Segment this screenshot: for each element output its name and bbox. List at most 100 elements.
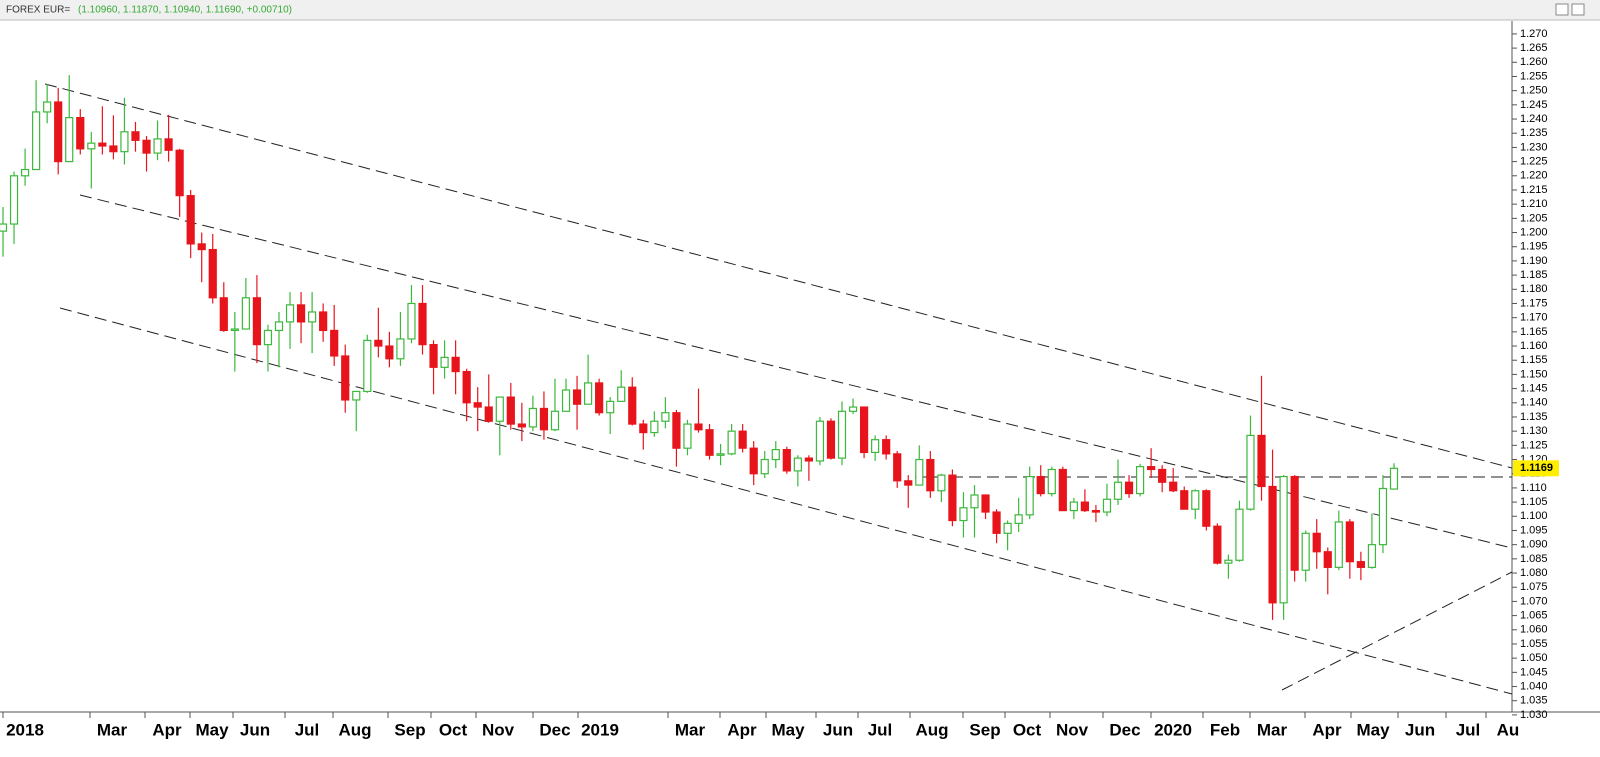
last-price-label: 1.1169 (1520, 462, 1553, 474)
y-tick-label: 1.135 (1520, 411, 1548, 423)
symbol: FOREX EUR= (6, 5, 70, 16)
x-tick-label: Feb (1210, 720, 1240, 739)
candle-body (628, 386, 637, 425)
restore-button[interactable] (1555, 3, 1569, 16)
candle-body (363, 339, 372, 393)
y-tick-label: 1.210 (1520, 198, 1548, 210)
candle-body (771, 449, 780, 461)
x-tick-label: Jun (240, 720, 270, 739)
candle-body (76, 117, 85, 150)
candle-body (926, 458, 935, 492)
y-tick-label: 1.110 (1520, 482, 1547, 494)
candle-body (793, 457, 802, 472)
candle-body (782, 449, 791, 472)
y-tick-label: 1.240 (1520, 113, 1548, 125)
candle-body (241, 297, 250, 330)
y-tick-label: 1.230 (1520, 141, 1548, 153)
candle-body (749, 447, 758, 475)
candle-body (1345, 521, 1354, 563)
candle-body (661, 412, 670, 422)
candle-body (1025, 475, 1034, 516)
y-tick-label: 1.095 (1520, 524, 1548, 536)
y-tick-label: 1.075 (1520, 581, 1548, 593)
candle-body (1069, 501, 1078, 512)
candle-body (617, 386, 626, 402)
candle-body (175, 149, 184, 197)
candle-body (992, 511, 1001, 534)
candle-body (9, 175, 19, 225)
y-tick-label: 1.090 (1520, 539, 1548, 551)
x-tick-label: Mar (675, 720, 706, 739)
title-bar (0, 0, 1600, 20)
x-tick-label: Oct (1013, 720, 1042, 739)
x-tick-label: Jul (295, 720, 320, 739)
candle-body (0, 223, 8, 232)
candle-body (473, 402, 482, 408)
candle-body (1235, 508, 1244, 561)
candle-body (1279, 475, 1288, 604)
candle-body (650, 420, 659, 434)
candle-body (451, 356, 460, 373)
x-tick-label: 2020 (1154, 720, 1192, 739)
y-tick-label: 1.140 (1520, 397, 1548, 409)
y-tick-label: 1.190 (1520, 255, 1548, 267)
candle-body (584, 382, 593, 405)
close-button[interactable] (1571, 3, 1585, 16)
y-tick-label: 1.205 (1520, 212, 1548, 224)
candle-body (43, 101, 52, 113)
x-tick-label: Au (1497, 720, 1520, 739)
y-tick-label: 1.105 (1520, 496, 1548, 508)
candle-body (639, 423, 648, 434)
candle-body (683, 423, 692, 449)
y-tick-label: 1.150 (1520, 368, 1548, 380)
candle-body (1268, 485, 1277, 604)
candle-body (1367, 544, 1377, 568)
candle-body (219, 297, 228, 332)
candle-body (727, 430, 736, 455)
x-tick-label: Sep (394, 720, 425, 739)
candle-body (1036, 475, 1045, 495)
y-tick-label: 1.085 (1520, 553, 1548, 565)
candle-body (440, 356, 449, 368)
y-tick-label: 1.050 (1520, 652, 1548, 664)
candle-body (208, 248, 217, 299)
candle-body (1301, 532, 1310, 571)
y-tick-label: 1.035 (1520, 695, 1548, 707)
x-tick-label: Sep (969, 720, 1000, 739)
x-tick-label: Aug (338, 720, 371, 739)
x-tick-label: Jun (823, 720, 853, 739)
candle-body (1389, 467, 1399, 490)
candle-body (319, 311, 328, 332)
candle-body (352, 390, 361, 401)
candle-body (396, 338, 405, 360)
candle-body (517, 423, 526, 428)
y-tick-label: 1.100 (1520, 510, 1548, 522)
x-tick-label: Dec (539, 720, 570, 739)
last-price-box (1513, 460, 1559, 477)
candle-body (274, 321, 284, 332)
y-tick-label: 1.030 (1520, 709, 1548, 721)
y-tick-label: 1.185 (1520, 269, 1548, 281)
y-tick-label: 1.145 (1520, 383, 1548, 395)
x-tick-label: Nov (482, 720, 515, 739)
candle-body (572, 389, 582, 405)
x-tick-label: Jul (868, 720, 893, 739)
candle-body (937, 474, 946, 492)
candle-body (837, 410, 847, 459)
candle-body (131, 131, 140, 141)
candle-body (65, 117, 74, 163)
candle-body (528, 407, 538, 428)
x-tick-label: May (771, 720, 805, 739)
candle-body (120, 131, 129, 153)
candle-body (1169, 481, 1178, 492)
candle-body (87, 142, 96, 150)
x-tick-label: May (195, 720, 229, 739)
y-tick-label: 1.235 (1520, 127, 1548, 139)
candle-body (882, 439, 891, 455)
candle-body (109, 145, 118, 153)
candle-body (54, 101, 63, 163)
candle-body (1224, 559, 1233, 564)
x-tick-label: Apr (727, 720, 757, 739)
candle-body (330, 329, 339, 357)
candle-body (694, 423, 703, 431)
